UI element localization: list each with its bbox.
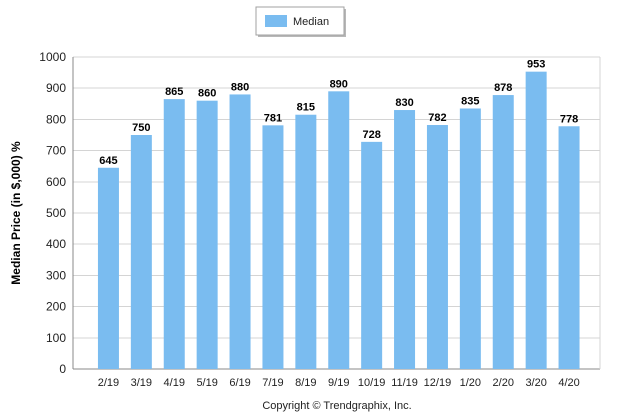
bar: [525, 71, 547, 369]
x-tick-label: 3/19: [131, 377, 152, 389]
data-label: 878: [494, 82, 512, 94]
data-label: 890: [330, 78, 348, 90]
bar: [130, 135, 152, 369]
legend-swatch: [265, 15, 287, 27]
data-labels: 645 750 865 860 880 781 815 890 728 830 782 835 878 9…: [99, 59, 578, 167]
x-tick-label: 8/19: [295, 377, 316, 389]
y-tick-label: 500: [46, 206, 66, 220]
x-tick-label: 5/19: [196, 377, 217, 389]
bar: [394, 110, 416, 369]
x-axis-ticks: 2/19 3/19 4/19 5/19 6/19 7/19 8/19 9/19 10/19 11/…: [98, 377, 580, 389]
x-tick-label: 12/19: [424, 377, 452, 389]
x-tick-label: 2/20: [493, 377, 514, 389]
data-label: 860: [198, 88, 216, 100]
data-label: 830: [395, 97, 413, 109]
bar: [328, 91, 350, 369]
y-tick-label: 700: [46, 144, 66, 158]
y-tick-label: 800: [46, 112, 66, 126]
data-label: 880: [231, 81, 249, 93]
bar: [459, 108, 481, 369]
data-label: 953: [527, 59, 545, 71]
y-tick-label: 400: [46, 237, 66, 251]
y-tick-label: 1000: [39, 50, 66, 64]
data-label: 865: [165, 86, 183, 98]
x-tick-label: 6/19: [229, 377, 250, 389]
data-label: 728: [362, 129, 380, 141]
y-tick-label: 0: [59, 362, 66, 376]
y-tick-label: 300: [46, 268, 66, 282]
bar: [97, 167, 119, 369]
data-label: 750: [132, 122, 150, 134]
data-label: 835: [461, 95, 479, 107]
data-label: 778: [560, 113, 578, 125]
x-tick-label: 3/20: [525, 377, 546, 389]
x-tick-label: 9/19: [328, 377, 349, 389]
x-tick-label: 7/19: [262, 377, 283, 389]
bar: [492, 95, 514, 370]
x-tick-label: 4/19: [164, 377, 185, 389]
copyright-text: Copyright © Trendgraphix, Inc.: [262, 400, 411, 412]
x-tick-label: 1/20: [460, 377, 481, 389]
y-tick-label: 100: [46, 331, 66, 345]
bar: [295, 114, 317, 369]
y-tick-label: 600: [46, 175, 66, 189]
bars: [97, 71, 580, 370]
y-tick-label: 900: [46, 81, 66, 95]
x-tick-label: 11/19: [391, 377, 418, 389]
x-tick-label: 2/19: [98, 377, 119, 389]
bar: [229, 94, 251, 369]
bar: [558, 126, 580, 369]
y-tick-label: 200: [46, 300, 66, 314]
legend: Median: [255, 6, 346, 37]
y-axis-ticks: 0 100 200 300 400 500 600 700 800 900 1000: [39, 50, 66, 376]
data-label: 815: [297, 102, 315, 114]
bar: [426, 125, 448, 370]
bar: [361, 141, 383, 369]
bar: [262, 125, 284, 369]
data-label: 782: [428, 112, 446, 124]
y-axis-title: Median Price (in $,000) %: [9, 141, 23, 285]
x-tick-label: 10/19: [358, 377, 386, 389]
x-tick-label: 4/20: [558, 377, 579, 389]
bar: [163, 99, 185, 370]
bar: [196, 100, 218, 370]
data-label: 781: [264, 112, 282, 124]
data-label: 645: [99, 155, 117, 167]
legend-label: Median: [293, 16, 329, 28]
